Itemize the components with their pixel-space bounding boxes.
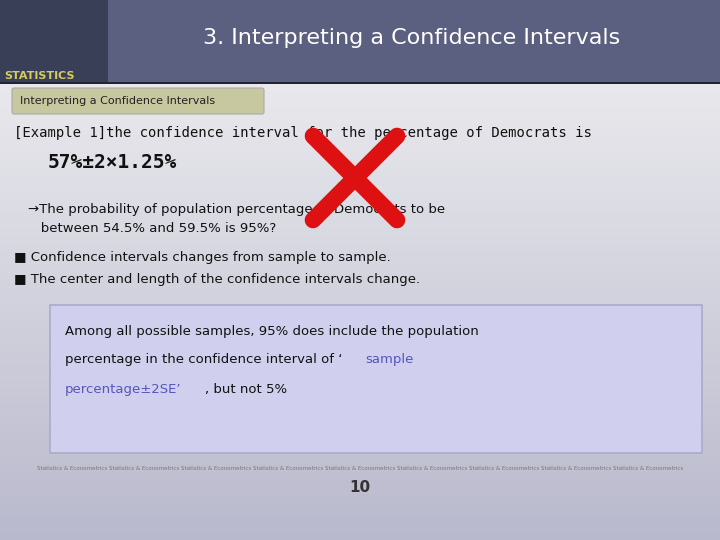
Bar — [0, 510, 720, 517]
Bar — [0, 312, 720, 320]
Bar — [0, 84, 720, 92]
Bar — [0, 160, 720, 167]
Bar — [0, 403, 720, 411]
Text: ■ The center and length of the confidence intervals change.: ■ The center and length of the confidenc… — [14, 273, 420, 287]
Bar — [0, 495, 720, 502]
Bar — [0, 411, 720, 418]
Bar — [0, 0, 108, 82]
Bar — [0, 380, 720, 388]
Bar — [0, 198, 720, 206]
Text: Interpreting a Confidence Intervals: Interpreting a Confidence Intervals — [20, 96, 215, 106]
Bar — [0, 99, 720, 107]
Bar — [0, 289, 720, 297]
Text: Among all possible samples, 95% does include the population: Among all possible samples, 95% does inc… — [65, 326, 479, 339]
Bar — [0, 532, 720, 540]
Bar — [0, 373, 720, 380]
Bar — [0, 525, 720, 532]
Bar — [0, 266, 720, 274]
Bar — [0, 251, 720, 259]
Bar — [50, 305, 702, 453]
Bar — [0, 365, 720, 373]
Bar — [0, 213, 720, 221]
Bar — [0, 281, 720, 289]
Bar — [0, 274, 720, 281]
Bar — [0, 183, 720, 191]
Bar — [0, 517, 720, 525]
Bar — [0, 350, 720, 357]
Bar — [0, 449, 720, 456]
Text: 57%±2×1.25%: 57%±2×1.25% — [48, 152, 177, 172]
Bar — [0, 167, 720, 175]
Bar — [0, 388, 720, 396]
Bar — [0, 471, 720, 479]
Bar — [0, 122, 720, 130]
Bar — [0, 426, 720, 434]
Text: →The probability of population percentage of Democrats to be: →The probability of population percentag… — [28, 204, 445, 217]
Text: sample: sample — [365, 354, 413, 367]
Bar — [0, 305, 720, 312]
Bar — [0, 236, 720, 244]
Bar — [0, 107, 720, 114]
Bar — [0, 0, 720, 82]
Bar — [0, 479, 720, 487]
Bar — [0, 221, 720, 228]
Bar — [0, 145, 720, 152]
Bar — [0, 320, 720, 327]
Text: ■ Confidence intervals changes from sample to sample.: ■ Confidence intervals changes from samp… — [14, 252, 391, 265]
Bar — [0, 502, 720, 510]
Text: 3. Interpreting a Confidence Intervals: 3. Interpreting a Confidence Intervals — [203, 28, 621, 48]
Bar — [0, 228, 720, 236]
Bar — [0, 175, 720, 183]
Bar — [0, 244, 720, 251]
Bar — [0, 114, 720, 122]
Bar — [0, 335, 720, 342]
Bar — [0, 396, 720, 403]
Bar — [0, 206, 720, 213]
Text: between 54.5% and 59.5% is 95%?: between 54.5% and 59.5% is 95%? — [28, 221, 276, 234]
Bar — [0, 441, 720, 449]
Bar — [0, 82, 720, 84]
Bar — [0, 137, 720, 145]
Text: percentage±2SE’: percentage±2SE’ — [65, 383, 181, 396]
Text: Statistics & Econometrics Statistics & Econometrics Statistics & Econometrics St: Statistics & Econometrics Statistics & E… — [37, 465, 683, 470]
Bar — [0, 357, 720, 365]
Bar — [0, 130, 720, 137]
Bar — [0, 259, 720, 266]
Bar — [0, 487, 720, 495]
Bar — [0, 297, 720, 305]
Bar — [0, 152, 720, 160]
Bar — [0, 92, 720, 99]
Bar — [0, 464, 720, 471]
Text: 10: 10 — [349, 481, 371, 496]
Bar — [0, 418, 720, 426]
Text: [Example 1]the confidence interval for the percentage of Democrats is: [Example 1]the confidence interval for t… — [14, 126, 592, 140]
Bar — [0, 327, 720, 335]
Text: percentage in the confidence interval of ‘: percentage in the confidence interval of… — [65, 354, 343, 367]
Bar — [0, 434, 720, 441]
Bar — [0, 456, 720, 464]
Bar — [0, 342, 720, 350]
FancyBboxPatch shape — [12, 88, 264, 114]
Text: STATISTICS: STATISTICS — [4, 71, 74, 81]
Bar — [0, 191, 720, 198]
Text: , but not 5%: , but not 5% — [205, 383, 287, 396]
